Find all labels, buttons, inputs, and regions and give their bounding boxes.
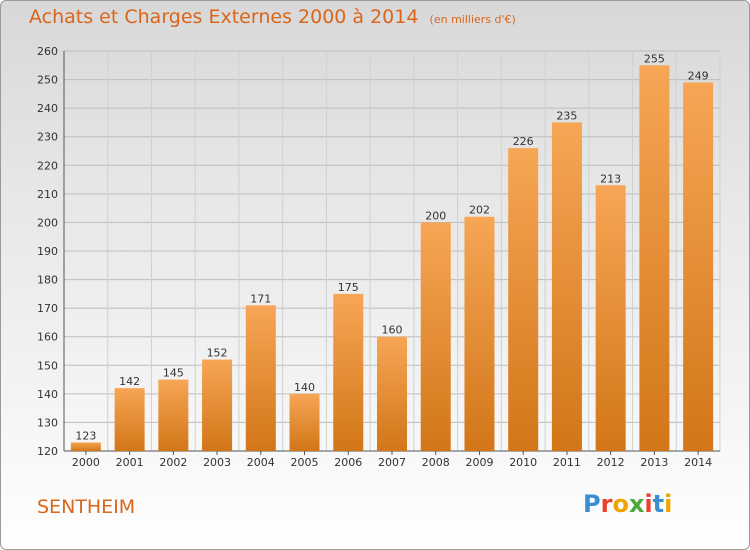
x-tick-label-2014: 2014 [684,456,712,469]
y-tick-label: 210 [37,188,58,201]
x-tick-label-2003: 2003 [203,456,231,469]
bar-2005[interactable] [289,393,320,451]
bar-2002[interactable] [158,379,189,451]
data-label-2004: 171 [250,292,271,305]
bar-2001[interactable] [114,388,145,451]
logo-letter: P [583,490,601,518]
bars: 123 142 145 152 171 140 175 160 200 202 226 235 213 2… [70,52,714,452]
y-tick-label: 230 [37,131,58,144]
bar-2013[interactable] [639,65,670,452]
bar-2004[interactable] [245,305,276,451]
logo-letter: i [644,490,653,518]
x-tick-label-2005: 2005 [291,456,319,469]
chart-title: Achats et Charges Externes 2000 à 2014 [29,6,419,28]
bar-2011[interactable] [551,122,582,451]
y-tick-label: 160 [37,331,58,344]
data-label-2006: 175 [338,281,359,294]
y-tick-label: 170 [37,302,58,315]
logo-letter: r [600,490,613,518]
x-tick-label-2000: 2000 [72,456,100,469]
x-tick-label-2006: 2006 [334,456,362,469]
data-label-2003: 152 [207,347,228,360]
y-tick-label: 240 [37,102,58,115]
x-tick-label-2004: 2004 [247,456,275,469]
bar-2008[interactable] [420,222,451,451]
data-label-2008: 200 [425,209,446,222]
chart-unit: (en milliers d'€) [429,13,516,26]
bar-2010[interactable] [508,148,539,451]
bar-2006[interactable] [333,293,364,451]
data-label-2002: 145 [163,367,184,380]
bar-2007[interactable] [377,336,407,451]
y-axis: 120 130 140 150 160 170 180 190 200 210 220 230 240 2… [37,45,58,458]
bar-2003[interactable] [202,359,233,451]
y-tick-label: 260 [37,45,58,58]
x-tick-label-2007: 2007 [378,456,406,469]
x-tick-label-2001: 2001 [116,456,144,469]
y-tick-label: 250 [37,74,58,87]
proxiti-logo[interactable]: Proxiti [583,490,672,518]
data-label-2007: 160 [382,324,403,337]
y-tick-label: 220 [37,159,58,172]
x-tick-label-2010: 2010 [509,456,537,469]
bar-2012[interactable] [595,185,626,452]
x-tick-label-2013: 2013 [640,456,668,469]
x-tick-label-2008: 2008 [422,456,450,469]
y-tick-label: 200 [37,216,58,229]
data-label-2005: 140 [294,381,315,394]
data-label-2001: 142 [119,375,140,388]
bar-2014[interactable] [683,82,714,451]
logo-letter: t [652,490,665,518]
data-label-2013: 255 [644,52,665,65]
data-label-2011: 235 [556,109,577,122]
y-tick-label: 120 [37,445,58,458]
data-label-2012: 213 [600,172,621,185]
data-label-2000: 123 [75,429,96,442]
y-tick-label: 150 [37,359,58,372]
bar-2000[interactable] [70,442,101,451]
commune-name: SENTHEIM [37,496,136,518]
data-label-2010: 226 [513,135,534,148]
x-tick-label-2012: 2012 [597,456,625,469]
logo-letter: i [664,490,673,518]
title-row: Achats et Charges Externes 2000 à 2014 (… [29,6,516,28]
logo-letter: o [612,490,629,518]
data-label-2014: 249 [688,69,709,82]
y-tick-label: 180 [37,274,58,287]
x-axis: 2000 2001 2002 2003 2004 2005 2006 2007 2008 2009… [72,451,712,469]
x-tick-label-2009: 2009 [465,456,493,469]
y-tick-label: 190 [37,245,58,258]
data-label-2009: 202 [469,204,490,217]
x-tick-label-2011: 2011 [553,456,581,469]
logo-letter: x [628,490,645,518]
y-tick-label: 140 [37,388,58,401]
bar-2009[interactable] [464,216,495,451]
y-tick-label: 130 [37,416,58,429]
x-tick-label-2002: 2002 [159,456,187,469]
